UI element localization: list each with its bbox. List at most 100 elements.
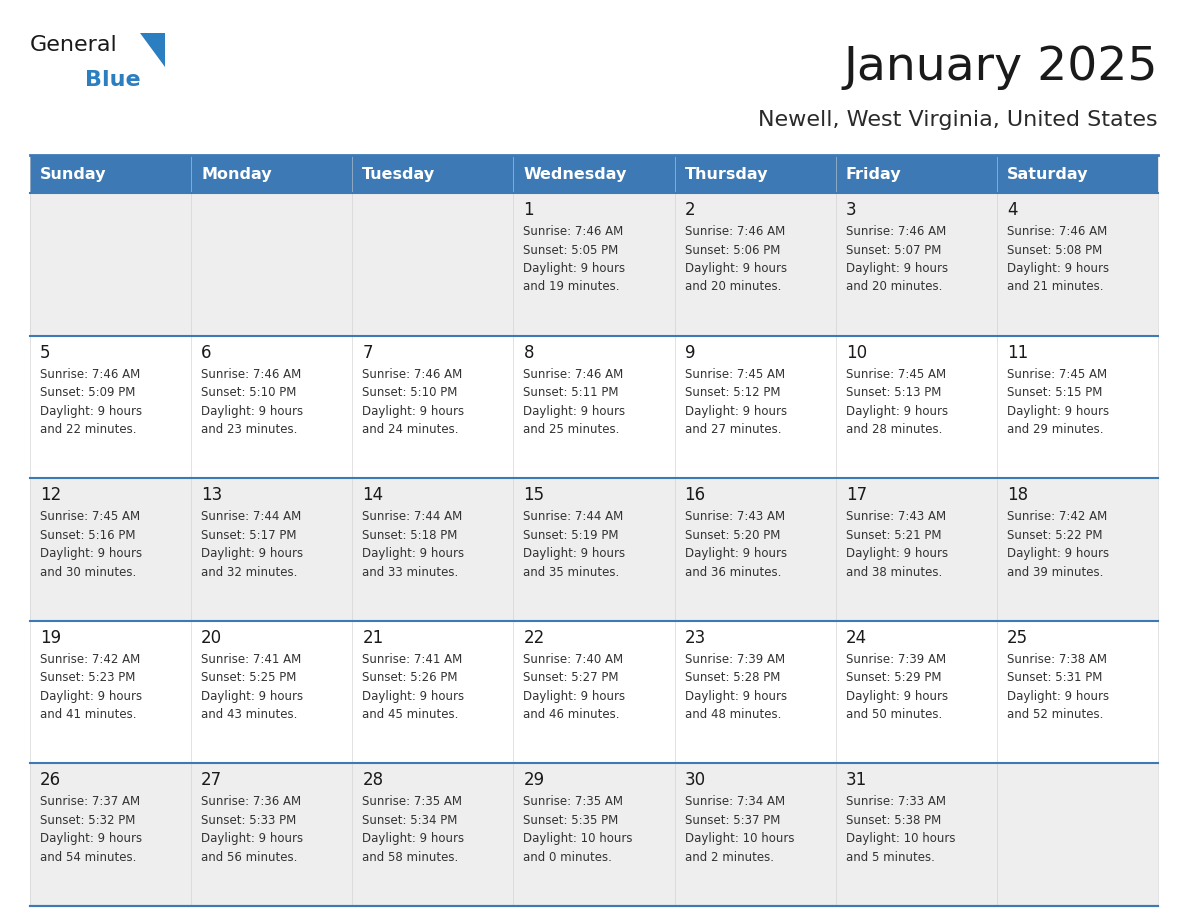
Text: 8: 8	[524, 343, 533, 362]
Text: Sunrise: 7:41 AM
Sunset: 5:25 PM
Daylight: 9 hours
and 43 minutes.: Sunrise: 7:41 AM Sunset: 5:25 PM Dayligh…	[201, 653, 303, 722]
Bar	[30, 193, 191, 336]
Bar	[835, 193, 997, 336]
Bar	[191, 764, 353, 906]
Text: 27: 27	[201, 771, 222, 789]
Bar	[675, 764, 835, 906]
Text: 3: 3	[846, 201, 857, 219]
Polygon shape	[140, 33, 165, 67]
Text: 9: 9	[684, 343, 695, 362]
Bar	[513, 193, 675, 336]
Text: Sunrise: 7:45 AM
Sunset: 5:16 PM
Daylight: 9 hours
and 30 minutes.: Sunrise: 7:45 AM Sunset: 5:16 PM Dayligh…	[40, 510, 143, 578]
Bar	[30, 478, 191, 621]
Bar	[353, 764, 513, 906]
Text: 10: 10	[846, 343, 867, 362]
Text: Sunrise: 7:39 AM
Sunset: 5:29 PM
Daylight: 9 hours
and 50 minutes.: Sunrise: 7:39 AM Sunset: 5:29 PM Dayligh…	[846, 653, 948, 722]
Bar	[353, 478, 513, 621]
Text: Sunrise: 7:38 AM
Sunset: 5:31 PM
Daylight: 9 hours
and 52 minutes.: Sunrise: 7:38 AM Sunset: 5:31 PM Dayligh…	[1007, 653, 1108, 722]
Bar	[997, 764, 1158, 906]
Text: Thursday: Thursday	[684, 166, 769, 182]
Text: Sunrise: 7:44 AM
Sunset: 5:19 PM
Daylight: 9 hours
and 35 minutes.: Sunrise: 7:44 AM Sunset: 5:19 PM Dayligh…	[524, 510, 626, 578]
Bar	[191, 193, 353, 336]
Text: 7: 7	[362, 343, 373, 362]
Bar	[30, 764, 191, 906]
Text: Sunrise: 7:43 AM
Sunset: 5:21 PM
Daylight: 9 hours
and 38 minutes.: Sunrise: 7:43 AM Sunset: 5:21 PM Dayligh…	[846, 510, 948, 578]
Text: 31: 31	[846, 771, 867, 789]
Bar	[675, 193, 835, 336]
Text: Sunday: Sunday	[40, 166, 107, 182]
Text: Sunrise: 7:43 AM
Sunset: 5:20 PM
Daylight: 9 hours
and 36 minutes.: Sunrise: 7:43 AM Sunset: 5:20 PM Dayligh…	[684, 510, 786, 578]
Text: 17: 17	[846, 487, 867, 504]
Bar	[30, 155, 191, 193]
Text: Sunrise: 7:46 AM
Sunset: 5:11 PM
Daylight: 9 hours
and 25 minutes.: Sunrise: 7:46 AM Sunset: 5:11 PM Dayligh…	[524, 367, 626, 436]
Bar	[30, 621, 191, 764]
Bar	[191, 336, 353, 478]
Text: 20: 20	[201, 629, 222, 647]
Text: Sunrise: 7:40 AM
Sunset: 5:27 PM
Daylight: 9 hours
and 46 minutes.: Sunrise: 7:40 AM Sunset: 5:27 PM Dayligh…	[524, 653, 626, 722]
Bar	[513, 336, 675, 478]
Bar	[675, 155, 835, 193]
Text: Sunrise: 7:44 AM
Sunset: 5:18 PM
Daylight: 9 hours
and 33 minutes.: Sunrise: 7:44 AM Sunset: 5:18 PM Dayligh…	[362, 510, 465, 578]
Bar	[835, 621, 997, 764]
Text: Sunrise: 7:46 AM
Sunset: 5:07 PM
Daylight: 9 hours
and 20 minutes.: Sunrise: 7:46 AM Sunset: 5:07 PM Dayligh…	[846, 225, 948, 294]
Bar	[191, 478, 353, 621]
Bar	[191, 155, 353, 193]
Text: 28: 28	[362, 771, 384, 789]
Text: 14: 14	[362, 487, 384, 504]
Text: 23: 23	[684, 629, 706, 647]
Text: 30: 30	[684, 771, 706, 789]
Text: 19: 19	[40, 629, 61, 647]
Bar	[675, 621, 835, 764]
Bar	[513, 155, 675, 193]
Text: Sunrise: 7:36 AM
Sunset: 5:33 PM
Daylight: 9 hours
and 56 minutes.: Sunrise: 7:36 AM Sunset: 5:33 PM Dayligh…	[201, 795, 303, 864]
Text: Sunrise: 7:45 AM
Sunset: 5:15 PM
Daylight: 9 hours
and 29 minutes.: Sunrise: 7:45 AM Sunset: 5:15 PM Dayligh…	[1007, 367, 1108, 436]
Bar	[191, 621, 353, 764]
Bar	[997, 478, 1158, 621]
Bar	[675, 336, 835, 478]
Text: Sunrise: 7:42 AM
Sunset: 5:23 PM
Daylight: 9 hours
and 41 minutes.: Sunrise: 7:42 AM Sunset: 5:23 PM Dayligh…	[40, 653, 143, 722]
Bar	[997, 193, 1158, 336]
Bar	[513, 764, 675, 906]
Bar	[835, 336, 997, 478]
Text: Saturday: Saturday	[1007, 166, 1088, 182]
Text: Sunrise: 7:34 AM
Sunset: 5:37 PM
Daylight: 10 hours
and 2 minutes.: Sunrise: 7:34 AM Sunset: 5:37 PM Dayligh…	[684, 795, 794, 864]
Text: Sunrise: 7:46 AM
Sunset: 5:08 PM
Daylight: 9 hours
and 21 minutes.: Sunrise: 7:46 AM Sunset: 5:08 PM Dayligh…	[1007, 225, 1108, 294]
Text: Sunrise: 7:35 AM
Sunset: 5:35 PM
Daylight: 10 hours
and 0 minutes.: Sunrise: 7:35 AM Sunset: 5:35 PM Dayligh…	[524, 795, 633, 864]
Bar	[353, 336, 513, 478]
Text: 15: 15	[524, 487, 544, 504]
Text: Sunrise: 7:46 AM
Sunset: 5:05 PM
Daylight: 9 hours
and 19 minutes.: Sunrise: 7:46 AM Sunset: 5:05 PM Dayligh…	[524, 225, 626, 294]
Bar	[835, 478, 997, 621]
Text: 13: 13	[201, 487, 222, 504]
Text: Sunrise: 7:37 AM
Sunset: 5:32 PM
Daylight: 9 hours
and 54 minutes.: Sunrise: 7:37 AM Sunset: 5:32 PM Dayligh…	[40, 795, 143, 864]
Text: Sunrise: 7:46 AM
Sunset: 5:10 PM
Daylight: 9 hours
and 23 minutes.: Sunrise: 7:46 AM Sunset: 5:10 PM Dayligh…	[201, 367, 303, 436]
Text: General: General	[30, 35, 118, 55]
Text: Monday: Monday	[201, 166, 272, 182]
Bar	[353, 193, 513, 336]
Text: Sunrise: 7:46 AM
Sunset: 5:06 PM
Daylight: 9 hours
and 20 minutes.: Sunrise: 7:46 AM Sunset: 5:06 PM Dayligh…	[684, 225, 786, 294]
Bar	[997, 621, 1158, 764]
Text: Sunrise: 7:45 AM
Sunset: 5:12 PM
Daylight: 9 hours
and 27 minutes.: Sunrise: 7:45 AM Sunset: 5:12 PM Dayligh…	[684, 367, 786, 436]
Text: Tuesday: Tuesday	[362, 166, 436, 182]
Text: 4: 4	[1007, 201, 1017, 219]
Text: 25: 25	[1007, 629, 1028, 647]
Text: 5: 5	[40, 343, 51, 362]
Bar	[997, 336, 1158, 478]
Text: Sunrise: 7:39 AM
Sunset: 5:28 PM
Daylight: 9 hours
and 48 minutes.: Sunrise: 7:39 AM Sunset: 5:28 PM Dayligh…	[684, 653, 786, 722]
Text: Sunrise: 7:46 AM
Sunset: 5:10 PM
Daylight: 9 hours
and 24 minutes.: Sunrise: 7:46 AM Sunset: 5:10 PM Dayligh…	[362, 367, 465, 436]
Text: Sunrise: 7:35 AM
Sunset: 5:34 PM
Daylight: 9 hours
and 58 minutes.: Sunrise: 7:35 AM Sunset: 5:34 PM Dayligh…	[362, 795, 465, 864]
Text: January 2025: January 2025	[843, 45, 1158, 90]
Text: Newell, West Virginia, United States: Newell, West Virginia, United States	[758, 110, 1158, 130]
Bar	[835, 764, 997, 906]
Text: Wednesday: Wednesday	[524, 166, 627, 182]
Text: 16: 16	[684, 487, 706, 504]
Bar	[513, 621, 675, 764]
Text: Sunrise: 7:46 AM
Sunset: 5:09 PM
Daylight: 9 hours
and 22 minutes.: Sunrise: 7:46 AM Sunset: 5:09 PM Dayligh…	[40, 367, 143, 436]
Text: Friday: Friday	[846, 166, 902, 182]
Text: 24: 24	[846, 629, 867, 647]
Text: Sunrise: 7:45 AM
Sunset: 5:13 PM
Daylight: 9 hours
and 28 minutes.: Sunrise: 7:45 AM Sunset: 5:13 PM Dayligh…	[846, 367, 948, 436]
Text: 11: 11	[1007, 343, 1028, 362]
Bar	[353, 621, 513, 764]
Text: 1: 1	[524, 201, 535, 219]
Text: 18: 18	[1007, 487, 1028, 504]
Text: 22: 22	[524, 629, 544, 647]
Bar	[513, 478, 675, 621]
